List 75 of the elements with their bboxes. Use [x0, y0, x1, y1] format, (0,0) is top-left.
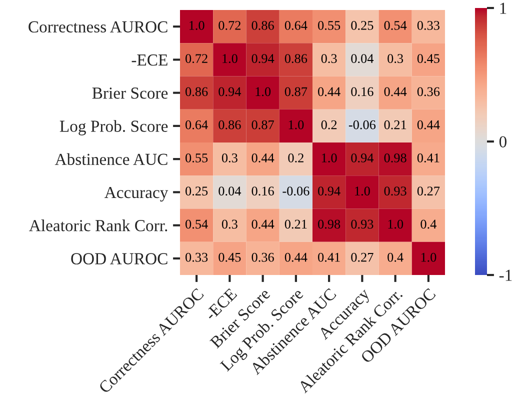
data-label: 0.94: [351, 153, 374, 162]
data-label: 0.87: [284, 87, 308, 96]
data-label: 0.93: [384, 186, 406, 196]
data-label: 0.98: [384, 153, 406, 162]
data-label: 0.41: [318, 252, 340, 262]
y-tick-label: OOD AUROC: [71, 253, 168, 264]
data-label: 0.04: [218, 186, 242, 196]
y-tick-label: Abstinence AUC: [54, 153, 168, 166]
data-label: 0.3: [222, 220, 238, 229]
data-label: -0.06: [348, 120, 376, 130]
data-label: 0.16: [252, 186, 274, 196]
y-tick-label: -ECE: [132, 54, 168, 66]
y-tick-label: Brier Score: [92, 88, 168, 99]
data-label: 0.55: [318, 20, 340, 30]
data-label: 0.27: [417, 186, 440, 196]
data-label: -0.06: [282, 186, 310, 196]
data-label: 0.86: [284, 54, 308, 64]
data-label: 0.21: [384, 120, 406, 130]
data-label: 0.44: [384, 87, 407, 96]
data-label: 1.0: [189, 20, 204, 30]
data-label: 0.21: [284, 220, 307, 229]
data-label: 1.0: [256, 87, 271, 96]
data-label: 0.04: [351, 54, 374, 64]
data-label: 0.64: [186, 120, 208, 130]
data-label: 0.72: [218, 20, 241, 30]
data-label: 0.41: [417, 153, 440, 162]
data-label: 0.44: [417, 120, 440, 130]
color-bar-label: 0: [499, 136, 507, 148]
data-label: 0.44: [252, 220, 274, 229]
data-label: 0.36: [252, 252, 274, 262]
data-label: 0.87: [252, 120, 274, 130]
y-tick-label: Log Prob. Score: [60, 120, 168, 136]
data-label: 0.27: [351, 252, 374, 262]
data-label: 1.0: [388, 220, 404, 229]
color-bar-label: -1: [499, 270, 512, 281]
data-label: 0.54: [186, 220, 208, 229]
data-label: 0.25: [351, 20, 374, 30]
color-bar-label: 1: [500, 2, 506, 14]
data-label: 0.3: [321, 54, 337, 64]
data-label: 0.33: [417, 20, 440, 30]
data-label: 0.86: [218, 120, 241, 130]
data-label: 0.4: [388, 252, 404, 262]
data-label: 0.16: [351, 87, 374, 96]
data-label: 1.0: [322, 153, 337, 162]
data-label: 0.44: [252, 153, 274, 162]
data-label: 0.86: [252, 20, 274, 30]
data-label: 0.64: [284, 20, 308, 30]
data-label: 0.44: [318, 87, 340, 96]
data-label: 1.0: [421, 252, 436, 262]
data-label: 0.98: [318, 220, 340, 229]
data-label: 0.94: [218, 87, 242, 96]
data-label: 0.45: [417, 54, 440, 64]
y-tick-label: Correctness AUROC: [28, 21, 168, 33]
data-label: 1.0: [288, 120, 304, 130]
data-label: 0.3: [388, 54, 404, 64]
data-label: 0.94: [252, 54, 274, 64]
data-label: 0.36: [417, 87, 440, 96]
y-tick-label: Aleatoric Rank Corr.: [29, 220, 168, 232]
data-label: 1.0: [355, 186, 370, 196]
data-label: 0.2: [321, 120, 337, 130]
data-label: 0.3: [222, 153, 238, 162]
data-label: 0.2: [288, 153, 304, 162]
data-label: 0.33: [186, 252, 208, 262]
data-label: 0.4: [420, 220, 436, 229]
data-label: 0.94: [318, 186, 340, 196]
data-label: 1.0: [222, 54, 238, 64]
data-label: 0.72: [186, 54, 208, 64]
y-tick-label: Accuracy: [104, 186, 168, 202]
data-label: 0.93: [351, 220, 374, 229]
data-label: 0.25: [186, 186, 208, 196]
data-label: 0.54: [384, 20, 407, 30]
data-label: 0.45: [218, 252, 241, 262]
data-label: 0.86: [186, 87, 208, 96]
data-label: 0.55: [186, 153, 208, 162]
data-label: 0.44: [284, 252, 308, 262]
